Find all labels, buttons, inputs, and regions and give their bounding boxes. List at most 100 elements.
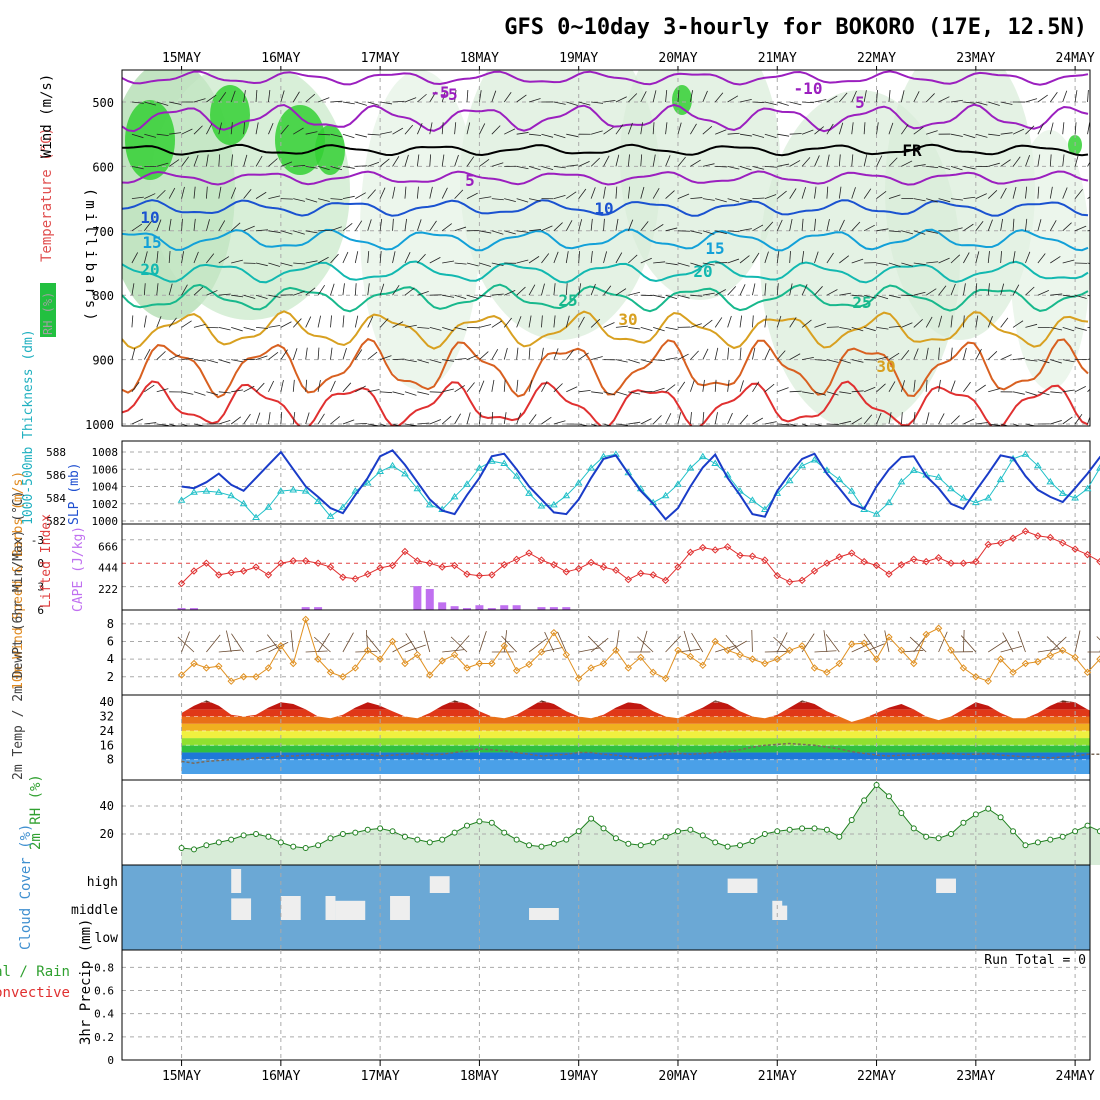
wind-barb — [454, 154, 459, 167]
wind-barb — [851, 258, 864, 264]
thickness-point — [549, 500, 558, 508]
wind-barb — [814, 186, 817, 199]
contour-label: -5 — [438, 85, 457, 104]
wind-barb — [1025, 218, 1028, 231]
rh-point — [228, 836, 235, 843]
wind-barb — [739, 380, 744, 392]
wind-barb — [131, 315, 134, 328]
wind-barb — [690, 294, 703, 297]
wind-barb — [442, 294, 455, 298]
wind-speed-point — [823, 668, 831, 677]
wind-barb — [454, 385, 465, 393]
wind-barb — [752, 315, 754, 328]
wind-barb — [826, 123, 834, 135]
wind-barb — [342, 133, 355, 139]
wind-barb — [1049, 186, 1053, 199]
wind-barb — [354, 315, 359, 328]
lifted-index-point — [885, 570, 893, 578]
wind-barb — [1012, 218, 1015, 231]
thickness-point — [1021, 450, 1030, 457]
wind-barb — [392, 186, 396, 199]
wind-barb — [963, 196, 976, 199]
rh-tick-label: 20 — [100, 827, 114, 841]
wind-barb — [987, 351, 998, 360]
wind-barb — [379, 158, 390, 167]
wind-barb — [454, 327, 467, 331]
wind-barb — [814, 251, 819, 264]
wind-barb — [280, 349, 288, 360]
wind-barb — [454, 262, 467, 265]
lifted-index-point — [810, 567, 819, 575]
wind-barb — [603, 285, 612, 296]
wind-speed-point — [860, 639, 868, 647]
wind-barb — [801, 319, 812, 328]
lifted-index-point — [1058, 539, 1067, 547]
rh-tick-label: 40 — [100, 799, 114, 813]
thickness-line — [181, 453, 1100, 519]
thickness-point — [252, 513, 260, 521]
wind-barb — [851, 221, 861, 232]
lifted-index-point — [264, 571, 273, 579]
cape-bar — [438, 602, 447, 610]
wind-barb — [156, 388, 169, 393]
wind-barb — [789, 423, 800, 426]
temp-band — [181, 752, 1090, 760]
wind-speed-point — [488, 659, 496, 668]
contour-label: 15 — [705, 239, 724, 258]
rh-area — [181, 785, 1100, 865]
wind-barb — [615, 154, 620, 167]
wind-barb — [1062, 259, 1075, 264]
wind-barb — [652, 122, 655, 135]
wind-barb — [491, 262, 504, 266]
wind-barb — [416, 123, 423, 135]
lifted-index-point — [326, 563, 335, 571]
wind-barb — [404, 186, 407, 199]
lifted-index-point — [736, 551, 744, 560]
wind-barb — [379, 318, 389, 328]
wind-barb — [441, 122, 444, 135]
date-label-top: 18MAY — [460, 51, 499, 66]
wind-barb — [528, 380, 533, 392]
wind-barb — [206, 94, 217, 103]
wind-barb — [826, 359, 839, 363]
wind-barb — [181, 320, 192, 328]
wind-barb — [615, 96, 627, 103]
wind-speed-point — [525, 660, 533, 669]
wind-barb — [231, 327, 243, 332]
rh-point — [873, 782, 880, 788]
wind-barb — [640, 327, 653, 332]
wind-barb — [814, 99, 827, 103]
temperature-contour — [122, 103, 1089, 133]
wind-barb — [243, 327, 256, 331]
rh-point — [501, 829, 508, 836]
lifted-index-point — [562, 568, 570, 576]
thickness-point — [971, 498, 980, 506]
rh-point — [650, 839, 657, 846]
wind-barb — [963, 347, 967, 360]
wind-barb — [950, 227, 963, 232]
thickness-point — [450, 492, 459, 500]
wind-barb — [404, 324, 417, 328]
wind-barb — [926, 230, 938, 234]
rh-point — [1047, 836, 1054, 843]
cape-bar — [500, 605, 509, 610]
chart-title: GFS 0~10day 3-hourly for BOKORO (17E, 12… — [504, 15, 1087, 40]
wind-barb — [677, 122, 682, 135]
wind-barb — [268, 230, 281, 233]
wind-barb — [193, 98, 206, 103]
wind-barb — [715, 289, 726, 296]
temp-band — [181, 723, 1090, 731]
lifted-index-point — [239, 567, 248, 575]
wind-barb — [988, 162, 1000, 167]
wind-speed-point — [674, 646, 682, 655]
thickness-point — [475, 464, 484, 471]
date-label-top: 15MAY — [162, 51, 201, 66]
wind-barb — [553, 283, 556, 296]
surface-wind-barb — [751, 629, 753, 653]
wind-barb — [702, 198, 715, 201]
lifted-index-axis-label: Lifted Index — [39, 514, 54, 608]
wind-barb — [181, 251, 185, 264]
wind-barb — [1074, 294, 1087, 299]
thickness-point — [500, 459, 509, 466]
wind-barb — [243, 294, 256, 299]
